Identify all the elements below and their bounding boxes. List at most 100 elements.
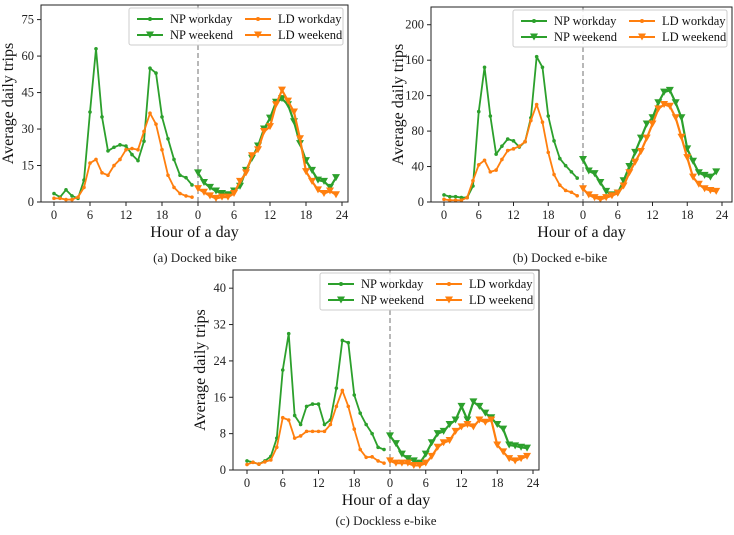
data-point-dot <box>340 338 345 343</box>
data-point-dot <box>558 156 562 161</box>
data-point-triangle <box>523 452 532 460</box>
data-point-dot <box>154 71 158 75</box>
data-point-dot <box>112 145 116 150</box>
data-point-triangle <box>654 99 663 107</box>
data-point-triangle <box>625 169 634 177</box>
data-point-dot <box>382 461 386 465</box>
legend-label: LD workday <box>278 12 342 26</box>
data-point-dot <box>364 455 368 460</box>
legend-label: LD workday <box>469 277 533 291</box>
data-point-triangle <box>584 191 593 199</box>
data-point-dot <box>269 458 273 462</box>
data-point-triangle <box>683 154 692 162</box>
data-point-triangle <box>499 425 508 433</box>
data-point-dot <box>106 149 110 153</box>
data-point-dot <box>552 139 556 143</box>
y-axis-label: Average daily trips <box>390 44 407 165</box>
data-point-triangle <box>242 169 250 177</box>
data-point-triangle <box>206 192 214 200</box>
data-point-triangle <box>631 148 640 156</box>
data-point-triangle <box>636 134 645 142</box>
x-tick-label: 6 <box>476 208 482 222</box>
data-point-triangle <box>584 167 593 175</box>
data-point-triangle <box>308 166 316 174</box>
data-point-triangle <box>475 402 484 410</box>
x-tick-label: 0 <box>387 476 393 490</box>
data-point-triangle <box>625 163 634 171</box>
data-point-triangle <box>511 457 520 465</box>
data-point-triangle <box>505 455 514 463</box>
legend-label: LD weekend <box>469 293 534 307</box>
data-point-dot <box>569 190 574 195</box>
data-point-triangle <box>642 134 651 142</box>
x-axis-label: Hour of a day <box>342 492 430 509</box>
data-point-triangle <box>523 444 532 452</box>
data-point-triangle <box>194 185 202 193</box>
data-point-dot <box>52 196 56 201</box>
legend-label: LD weekend <box>278 28 343 42</box>
y-tick-label: 0 <box>418 195 424 209</box>
data-point-triangle <box>409 461 418 469</box>
y-tick-label: 24 <box>214 354 227 368</box>
data-point-dot <box>517 144 522 148</box>
data-point-triangle <box>326 183 334 191</box>
legend-label: NP workday <box>361 277 424 291</box>
x-axis-label: Hour of a day <box>150 224 238 241</box>
chart-caption: (a) Docked bike <box>153 250 237 265</box>
data-point-triangle <box>296 135 304 143</box>
data-point-triangle <box>457 423 466 431</box>
data-point-dot <box>453 194 458 199</box>
data-point-triangle <box>613 189 622 197</box>
data-point-triangle <box>391 459 400 467</box>
legend-box <box>319 272 535 311</box>
data-point-dot <box>447 198 452 203</box>
y-axis-label: Average daily trips <box>192 309 209 430</box>
data-point-triangle <box>665 102 674 110</box>
data-point-dot <box>280 368 285 372</box>
x-tick-label: 24 <box>336 208 349 222</box>
legend-marker-dot <box>339 282 343 286</box>
x-tick-label: 12 <box>312 476 325 490</box>
data-point-triangle <box>596 179 605 186</box>
y-tick-label: 32 <box>214 318 227 332</box>
data-point-dot <box>124 144 128 148</box>
data-point-dot <box>316 402 321 406</box>
data-point-dot <box>442 197 446 202</box>
data-point-dot <box>358 411 363 415</box>
y-tick-label: 15 <box>22 159 35 173</box>
legend-label: NP weekend <box>170 28 234 42</box>
data-point-triangle <box>439 427 448 435</box>
data-point-triangle <box>445 421 454 429</box>
data-point-triangle <box>266 123 274 131</box>
data-point-triangle <box>660 88 669 96</box>
data-point-triangle <box>712 168 721 176</box>
legend-marker-dot <box>148 17 152 21</box>
legend-marker-triangle <box>530 33 538 41</box>
x-tick-label: 18 <box>348 476 361 490</box>
series-line-ld-weekend <box>197 89 337 200</box>
data-point-dot <box>459 198 464 203</box>
data-point-dot <box>136 147 140 152</box>
data-point-dot <box>154 122 158 126</box>
data-point-triangle <box>654 105 663 113</box>
chart-panel-1: 0 6 12 18 0 6 12 18 24 0 40 80 120 160 200 Hour of a da… <box>390 6 733 265</box>
legend: NP workday NP weekend LD workday LD weekend <box>512 9 728 48</box>
data-point-dot <box>352 427 357 431</box>
data-point-dot <box>322 429 327 434</box>
data-point-triangle <box>421 459 430 467</box>
chart-panel-2: 0 6 12 18 0 6 12 18 24 0 8 16 24 32 40 Hour of a day Ave… <box>192 269 540 528</box>
x-tick-label: 6 <box>615 208 621 222</box>
y-tick-label: 120 <box>405 89 424 103</box>
legend-marker-dot <box>640 19 644 23</box>
series-line-ld-workday <box>246 389 385 466</box>
data-point-triangle <box>284 97 292 105</box>
data-point-dot <box>112 163 116 168</box>
data-point-dot <box>124 147 128 152</box>
x-tick-label: 0 <box>51 208 57 222</box>
data-point-triangle <box>602 194 611 202</box>
x-tick-label: 24 <box>527 476 540 490</box>
data-point-dot <box>346 340 351 345</box>
data-point-dot <box>546 114 551 118</box>
legend-marker-dot <box>256 17 260 21</box>
data-point-dot <box>346 404 351 409</box>
